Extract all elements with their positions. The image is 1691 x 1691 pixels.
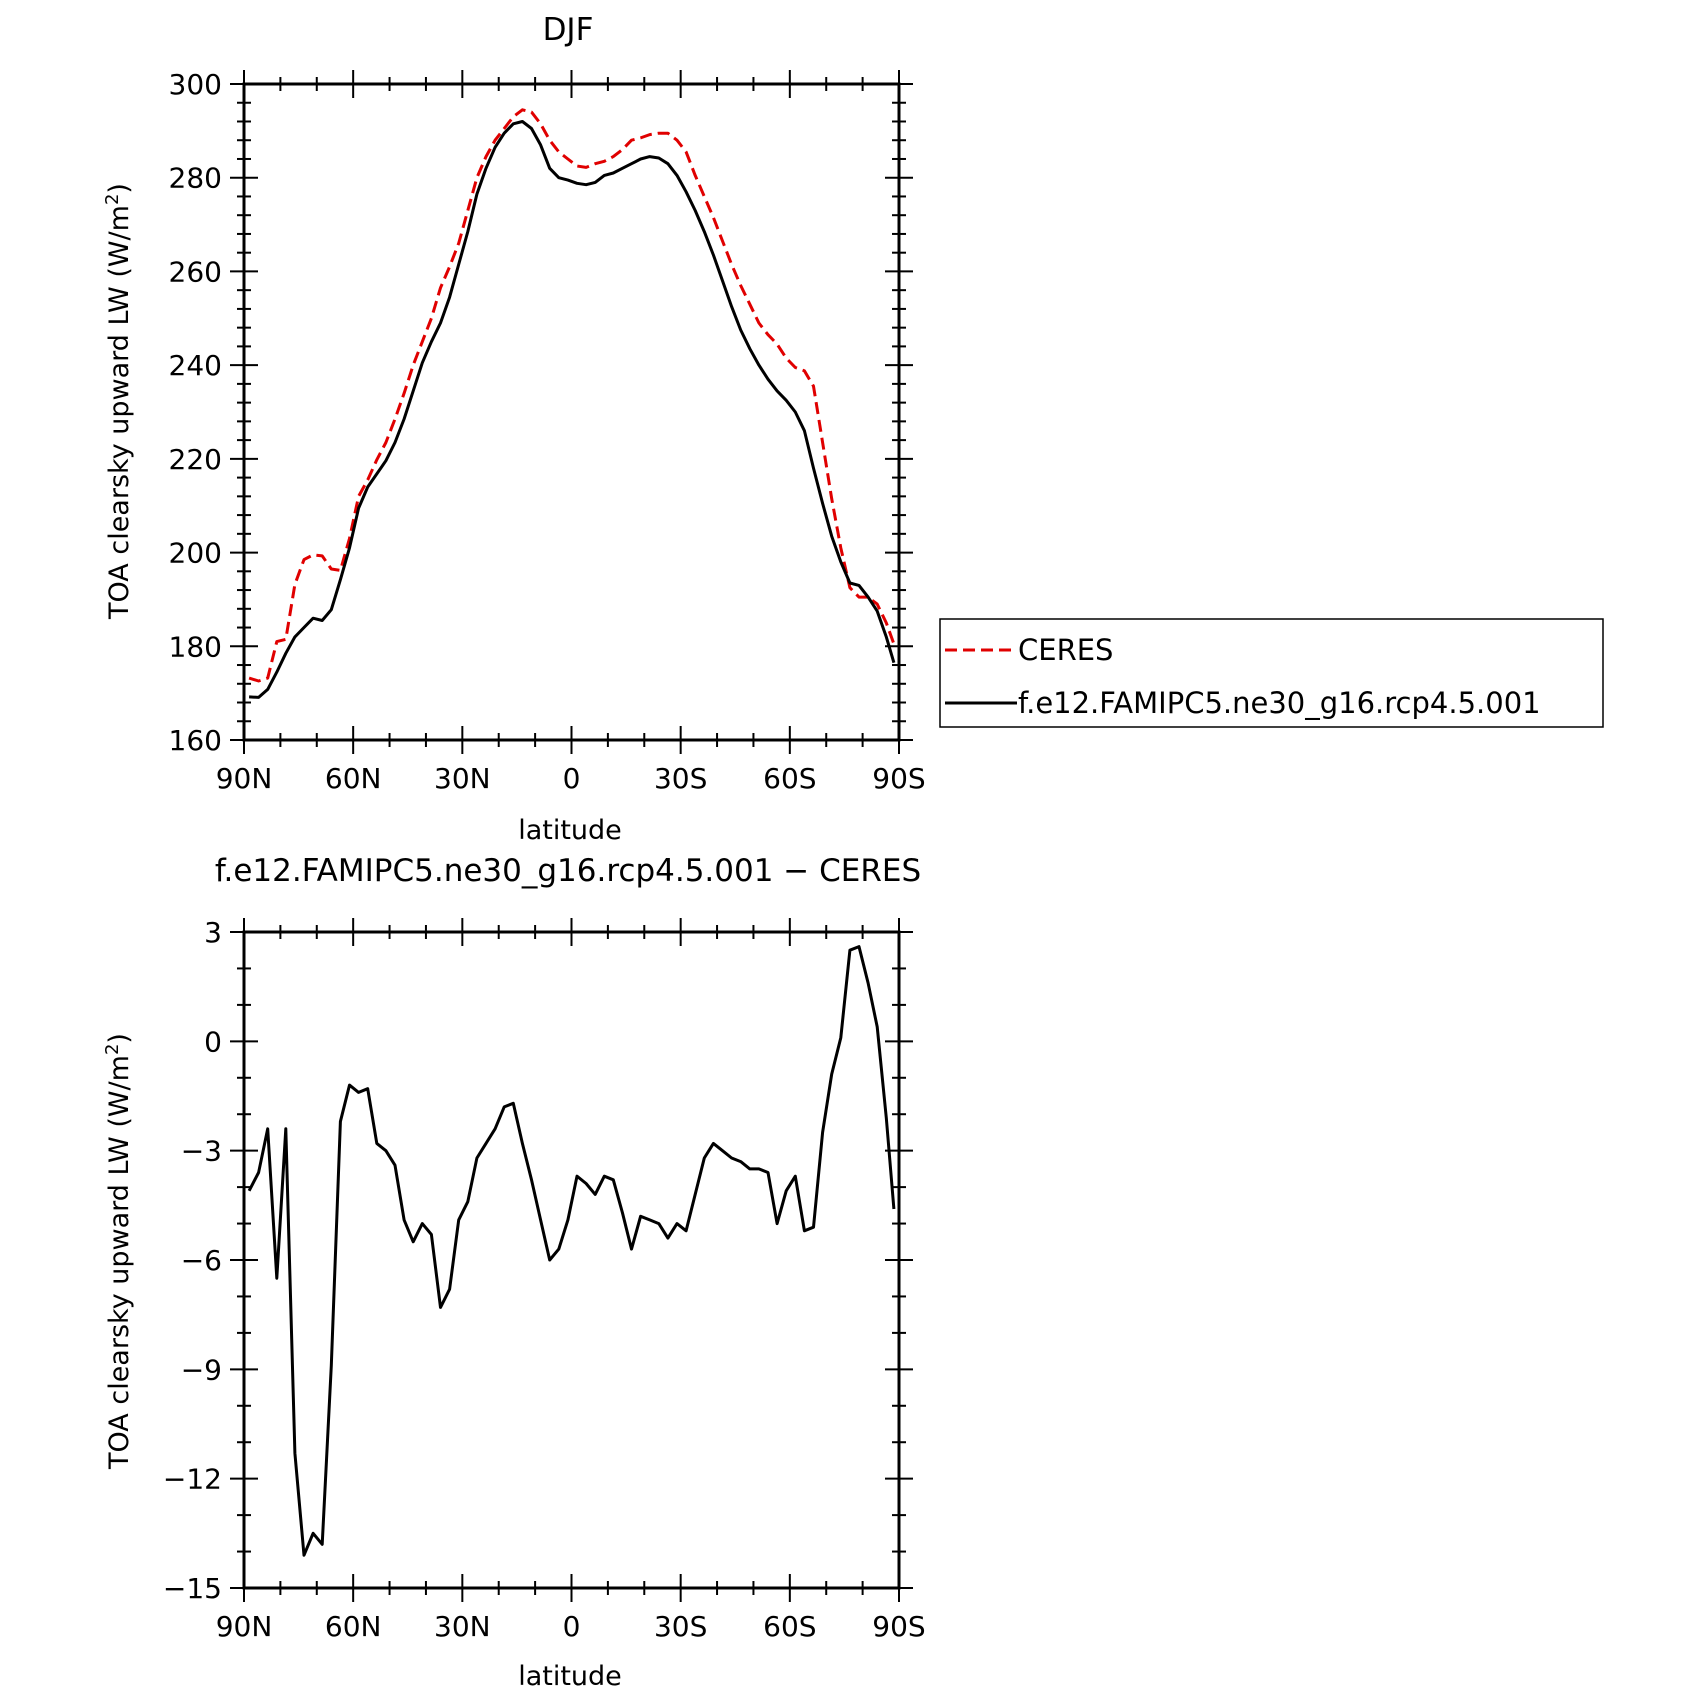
top-panel-series-line-ceres — [248, 108, 896, 683]
top-panel-x-tick-label: 90N — [216, 762, 273, 795]
top-panel-y-tick-label: 180 — [169, 630, 222, 663]
top-panel-y-tick-label: 300 — [169, 68, 222, 101]
top-panel-y-tick-labels: 160 180 200 220 240 260 280 300 — [169, 68, 222, 757]
legend-model-label: f.e12.FAMIPC5.ne30_g16.rcp4.5.001 — [1018, 686, 1541, 720]
bottom-panel-y-tick-label: −12 — [163, 1463, 222, 1496]
bottom-panel-x-tick-label: 0 — [563, 1610, 581, 1643]
bottom-panel-plot-frame — [242, 930, 901, 1590]
bottom-panel-y-tick-label: −15 — [163, 1572, 222, 1605]
top-panel-x-tick-label: 30N — [434, 762, 491, 795]
bottom-panel-y-tick-label: −9 — [181, 1353, 222, 1386]
bottom-panel-y-tick-labels: −15 −12 −9 −6 −3 0 3 — [163, 916, 222, 1605]
top-panel-title: DJF — [543, 12, 594, 48]
top-panel-x-tick-label: 30S — [654, 762, 707, 795]
top-panel-y-tick-label: 200 — [169, 537, 222, 570]
bottom-panel-series-lines — [247, 945, 896, 1557]
bottom-panel-x-axis-label: latitude — [518, 1661, 622, 1691]
bottom-panel-x-tick-label: 60N — [325, 1610, 382, 1643]
top-panel-series-line-f-e12-famipc5-ne30-g16-rcp4-5-001 — [249, 120, 896, 699]
bottom-panel-y-tick-label: −3 — [181, 1135, 222, 1168]
top-panel-y-tick-label: 160 — [169, 724, 222, 757]
bottom-panel-title: f.e12.FAMIPC5.ne30_g16.rcp4.5.001 − CERE… — [215, 853, 921, 889]
top-panel-y-axis-label: TOA clearsky upward LW (W/m2) — [102, 183, 135, 620]
top-panel-x-tick-labels: 90N 60N 30N 0 30S 60S 90S — [216, 762, 926, 795]
bottom-panel-ticks — [230, 918, 913, 1602]
top-panel-plot-frame — [242, 82, 901, 742]
legend-box — [939, 618, 1604, 728]
bottom-panel-y-tick-label: 3 — [204, 916, 222, 949]
top-panel-y-tick-label: 260 — [169, 255, 222, 288]
bottom-panel-x-tick-label: 30S — [654, 1610, 707, 1643]
legend-ceres-label: CERES — [1018, 633, 1113, 667]
top-panel-x-axis-label: latitude — [518, 815, 622, 846]
top-panel-y-tick-label: 240 — [169, 349, 222, 382]
bottom-panel-x-tick-label: 60S — [763, 1610, 816, 1643]
top-panel-ticks — [230, 70, 913, 754]
top-panel-series-lines — [248, 108, 896, 699]
bottom-panel-x-tick-label: 90S — [872, 1610, 925, 1643]
bottom-panel-series-line-difference — [247, 945, 896, 1557]
bottom-panel: f.e12.FAMIPC5.ne30_g16.rcp4.5.001 − CERE… — [102, 853, 926, 1691]
top-panel-x-tick-label: 90S — [872, 762, 925, 795]
legend: CERES f.e12.FAMIPC5.ne30_g16.rcp4.5.001 — [939, 618, 1604, 728]
bottom-panel-y-tick-label: −6 — [181, 1244, 222, 1277]
top-panel-y-tick-label: 220 — [169, 443, 222, 476]
top-panel-x-tick-label: 60N — [325, 762, 382, 795]
bottom-panel-x-tick-label: 30N — [434, 1610, 491, 1643]
top-panel: DJF TOA clearsky upward LW (W/m2) latitu… — [102, 12, 926, 846]
top-panel-x-tick-label: 60S — [763, 762, 816, 795]
bottom-panel-y-tick-label: 0 — [204, 1025, 222, 1058]
top-panel-x-tick-label: 0 — [563, 762, 581, 795]
top-panel-y-tick-label: 280 — [169, 162, 222, 195]
bottom-panel-x-tick-label: 90N — [216, 1610, 273, 1643]
bottom-panel-y-axis-label: TOA clearsky upward LW (W/m2) — [102, 1033, 135, 1470]
bottom-panel-x-tick-labels: 90N 60N 30N 0 30S 60S 90S — [216, 1610, 926, 1643]
